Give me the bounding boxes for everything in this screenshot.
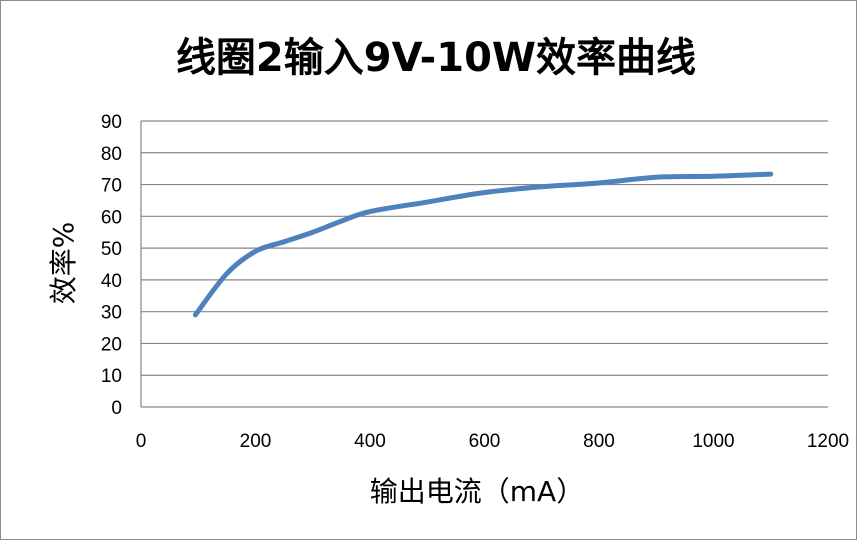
x-tick-label: 600 bbox=[469, 431, 501, 452]
x-tick-label: 400 bbox=[354, 431, 386, 452]
y-tick-labels: 0 10 20 30 40 50 60 70 80 90 bbox=[101, 112, 122, 419]
y-tick-label: 50 bbox=[101, 239, 122, 260]
x-tick-label: 1000 bbox=[692, 431, 734, 452]
gridlines bbox=[140, 120, 828, 408]
y-tick-label: 30 bbox=[101, 303, 122, 324]
y-tick-label: 10 bbox=[101, 366, 122, 387]
series-line-0 bbox=[192, 171, 774, 318]
y-tick-label: 70 bbox=[101, 176, 122, 197]
y-tick-label: 20 bbox=[101, 334, 122, 355]
chart-title: 线圈2输入9V-10W效率曲线 bbox=[176, 35, 696, 81]
y-tick-label: 80 bbox=[101, 144, 122, 165]
x-tick-label: 200 bbox=[240, 431, 272, 452]
y-tick-label: 60 bbox=[101, 207, 122, 228]
x-tick-label: 0 bbox=[136, 431, 147, 452]
x-tick-labels: 0 200 400 600 800 1000 1200 bbox=[136, 431, 849, 452]
y-axis-label: 效率% bbox=[47, 222, 80, 305]
y-tick-label: 40 bbox=[101, 271, 122, 292]
y-tick-label: 0 bbox=[111, 398, 122, 419]
x-tick-label: 800 bbox=[583, 431, 615, 452]
series-group bbox=[192, 171, 774, 318]
x-tick-label: 1200 bbox=[807, 431, 849, 452]
y-tick-label: 90 bbox=[101, 112, 122, 133]
x-axis-label: 输出电流（mA） bbox=[370, 475, 584, 508]
